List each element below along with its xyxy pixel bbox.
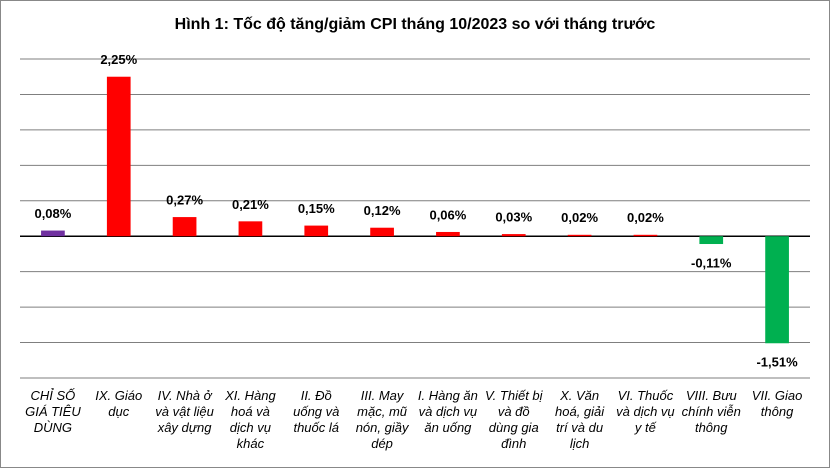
bar	[106, 76, 131, 237]
x-tick-label: V. Thiết bị và đồ dùng gia đình	[484, 388, 543, 451]
x-tick-label: III. May mặc, mũ nón, giầy dép	[355, 388, 409, 451]
value-label: -0,11%	[691, 255, 732, 270]
value-label: 0,08%	[34, 206, 71, 221]
bar	[172, 217, 197, 237]
x-tick-label: IV. Nhà ở và vật liệu xây dựng	[155, 388, 214, 435]
x-tick-label: VIII. Bưu chính viễn thông	[681, 388, 741, 435]
x-tick-label: I. Hàng ăn và dịch vụ ăn uống	[417, 388, 478, 435]
value-label: 0,06%	[429, 207, 466, 222]
chart-title: Hình 1: Tốc độ tăng/giảm CPI tháng 10/20…	[175, 16, 656, 33]
bar	[41, 230, 65, 237]
bar	[370, 227, 394, 237]
value-label: 0,15%	[298, 201, 335, 216]
bar	[633, 234, 658, 237]
value-label: 0,03%	[495, 210, 532, 225]
value-label: -1,51%	[756, 355, 798, 370]
bar	[238, 221, 263, 237]
value-label: 0,12%	[364, 203, 401, 218]
value-label: 2,25%	[100, 52, 137, 67]
value-label: 0,21%	[232, 197, 269, 212]
bar	[765, 236, 789, 344]
bar	[567, 234, 592, 237]
x-tick-label: VII. Giao thông	[751, 388, 803, 419]
x-tick-label: VI. Thuốc và dịch vụ y tế	[616, 388, 675, 435]
x-tick-label: IX. Giáo dục	[95, 388, 143, 419]
bar	[699, 236, 724, 245]
x-tick-label: X. Văn hoá, giải trí và du lịch	[555, 388, 605, 451]
bar	[501, 234, 526, 237]
x-tick-label: CHỈ SỐ GIÁ TIÊU DÙNG	[25, 388, 81, 435]
value-label: 0,27%	[166, 193, 203, 208]
value-label: 0,02%	[627, 210, 664, 225]
bar	[304, 225, 329, 237]
value-label: 0,02%	[561, 210, 598, 225]
x-tick-label: XI. Hàng hoá và dịch vụ khác	[225, 388, 276, 451]
x-tick-label: II. Đồ uống và thuốc lá	[293, 388, 340, 435]
bar	[436, 231, 460, 237]
